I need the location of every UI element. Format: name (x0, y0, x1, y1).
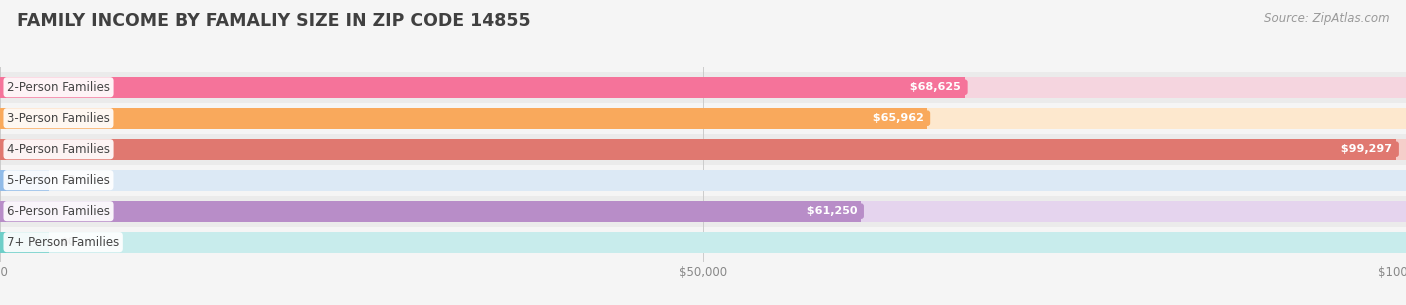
Bar (0, 227, 1406, 258)
Bar (0, 201, 860, 222)
Bar (0, 170, 49, 191)
Text: 4-Person Families: 4-Person Families (7, 143, 110, 156)
Bar (0, 108, 1406, 129)
Bar (0, 77, 965, 98)
Bar (0, 231, 1406, 253)
Bar (0, 139, 1406, 160)
Bar (0, 134, 1406, 165)
Text: $99,297: $99,297 (1337, 144, 1396, 154)
Bar (0, 103, 1406, 134)
Bar (0, 108, 928, 129)
Bar (0, 170, 1406, 191)
Text: $0: $0 (60, 237, 76, 247)
Bar (0, 139, 1396, 160)
Text: FAMILY INCOME BY FAMALIY SIZE IN ZIP CODE 14855: FAMILY INCOME BY FAMALIY SIZE IN ZIP COD… (17, 12, 530, 30)
Bar (0, 196, 1406, 227)
Text: $65,962: $65,962 (869, 113, 928, 123)
Text: 7+ Person Families: 7+ Person Families (7, 236, 120, 249)
Text: 5-Person Families: 5-Person Families (7, 174, 110, 187)
Text: 3-Person Families: 3-Person Families (7, 112, 110, 125)
Text: 2-Person Families: 2-Person Families (7, 81, 110, 94)
Text: Source: ZipAtlas.com: Source: ZipAtlas.com (1264, 12, 1389, 25)
Text: $61,250: $61,250 (803, 206, 860, 216)
Bar (0, 72, 1406, 103)
Bar (0, 201, 1406, 222)
Bar (0, 231, 49, 253)
Bar (0, 77, 1406, 98)
Bar (0, 165, 1406, 196)
Text: $68,625: $68,625 (907, 82, 965, 92)
Text: 6-Person Families: 6-Person Families (7, 205, 110, 218)
Text: $0: $0 (60, 175, 76, 185)
